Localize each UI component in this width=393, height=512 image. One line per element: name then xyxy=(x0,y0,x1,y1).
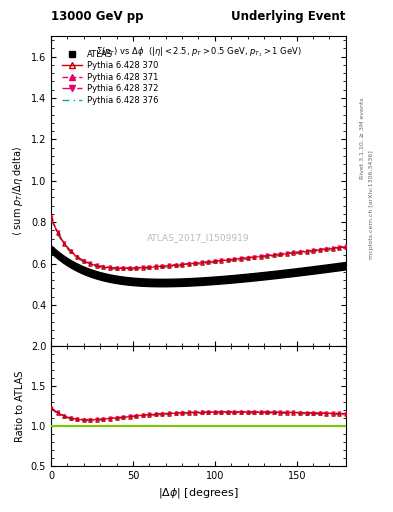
Text: Rivet 3.1.10, ≥ 3M events: Rivet 3.1.10, ≥ 3M events xyxy=(360,97,365,179)
Y-axis label: $\langle$ sum $p_T / \Delta\eta$ delta$\rangle$: $\langle$ sum $p_T / \Delta\eta$ delta$\… xyxy=(11,146,25,236)
Text: ATLAS_2017_I1509919: ATLAS_2017_I1509919 xyxy=(147,233,250,242)
Legend: ATLAS, Pythia 6.428 370, Pythia 6.428 371, Pythia 6.428 372, Pythia 6.428 376: ATLAS, Pythia 6.428 370, Pythia 6.428 37… xyxy=(58,46,162,108)
Text: $\Sigma(p_T)$ vs $\Delta\phi$  ($|\eta| < 2.5$, $p_T > 0.5$ GeV, $p_{T_1} > 1$ G: $\Sigma(p_T)$ vs $\Delta\phi$ ($|\eta| <… xyxy=(95,45,301,59)
Y-axis label: Ratio to ATLAS: Ratio to ATLAS xyxy=(15,371,25,442)
Text: mcplots.cern.ch [arXiv:1306.3436]: mcplots.cern.ch [arXiv:1306.3436] xyxy=(369,151,375,259)
Text: 13000 GeV pp: 13000 GeV pp xyxy=(51,10,143,23)
X-axis label: $|\Delta\phi|$ [degrees]: $|\Delta\phi|$ [degrees] xyxy=(158,486,239,500)
Text: Underlying Event: Underlying Event xyxy=(231,10,346,23)
